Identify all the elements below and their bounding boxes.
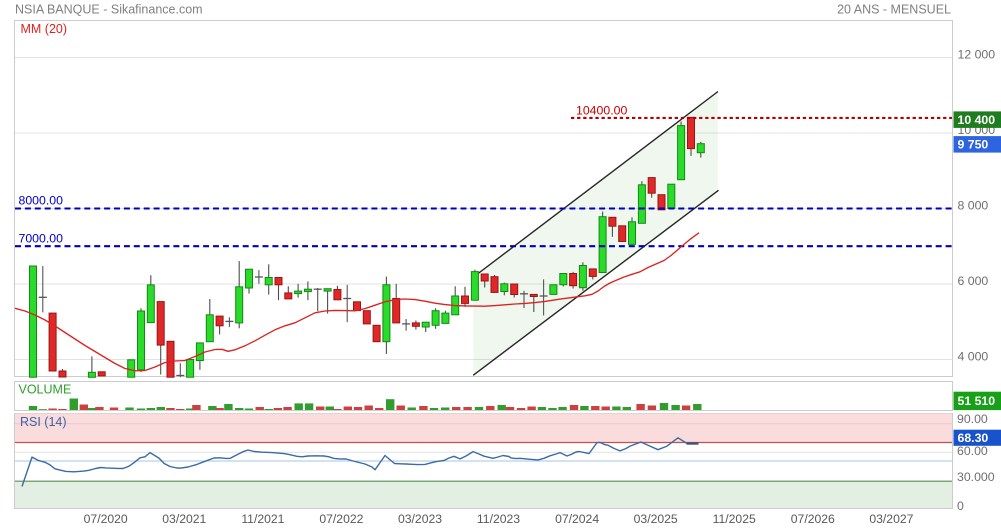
- svg-text:NSIA BANQUE - Sikafinance.com: NSIA BANQUE - Sikafinance.com: [15, 3, 203, 17]
- svg-text:51 510: 51 510: [958, 394, 996, 408]
- svg-text:RSI (14): RSI (14): [20, 415, 67, 429]
- svg-text:11/2021: 11/2021: [241, 512, 284, 526]
- svg-text:10 400: 10 400: [958, 113, 996, 127]
- svg-text:30.000: 30.000: [957, 470, 995, 484]
- svg-text:07/2020: 07/2020: [84, 512, 128, 526]
- svg-text:10400.00: 10400.00: [576, 104, 627, 118]
- svg-text:MM (20): MM (20): [21, 22, 68, 36]
- svg-text:11/2025: 11/2025: [713, 512, 756, 526]
- svg-text:7000.00: 7000.00: [19, 232, 64, 246]
- svg-text:03/2027: 03/2027: [869, 512, 913, 526]
- svg-text:68.30: 68.30: [958, 431, 989, 445]
- svg-text:03/2021: 03/2021: [162, 512, 206, 526]
- svg-text:03/2023: 03/2023: [398, 512, 442, 526]
- svg-text:VOLUME: VOLUME: [19, 383, 72, 397]
- svg-text:12 000: 12 000: [958, 48, 996, 62]
- svg-text:4 000: 4 000: [958, 350, 989, 364]
- svg-text:03/2025: 03/2025: [634, 512, 678, 526]
- svg-text:07/2024: 07/2024: [555, 512, 599, 526]
- svg-text:8 000: 8 000: [958, 199, 989, 213]
- svg-text:20 ANS - MENSUEL: 20 ANS - MENSUEL: [837, 3, 951, 17]
- svg-text:11/2023: 11/2023: [477, 512, 520, 526]
- svg-text:07/2022: 07/2022: [319, 512, 363, 526]
- svg-text:6 000: 6 000: [958, 274, 989, 288]
- svg-text:0: 0: [957, 499, 964, 513]
- svg-text:60.00: 60.00: [957, 444, 988, 458]
- svg-text:8000.00: 8000.00: [19, 194, 64, 208]
- svg-text:9 750: 9 750: [958, 138, 989, 152]
- svg-text:90.00: 90.00: [957, 412, 988, 426]
- svg-text:07/2026: 07/2026: [791, 512, 835, 526]
